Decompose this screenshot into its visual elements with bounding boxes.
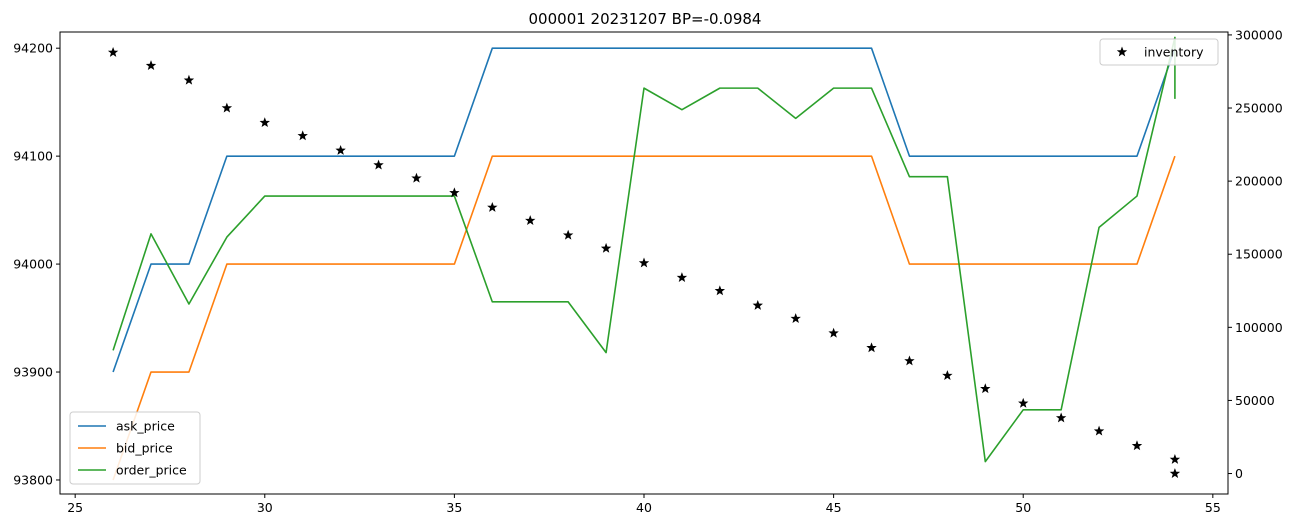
marker-inventory [904,355,915,366]
y-right-tick-label: 200000 [1235,174,1283,189]
series-line-ask_price [112,47,1176,373]
marker-inventory [752,299,763,310]
marker-inventory [183,74,195,85]
marker-inventory [1169,468,1181,478]
marker-inventory [562,229,574,240]
marker-inventory [1018,397,1029,408]
legend-box [69,411,201,485]
y-left-tick-label: 93800 [13,472,53,487]
plot-markers [107,47,1181,478]
y-right-tick-label: 0 [1235,466,1243,481]
x-tick-label: 55 [1205,500,1221,515]
marker-inventory [1131,440,1143,451]
x-tick-label: 40 [636,500,652,515]
series-line-bid_price [112,155,1176,481]
marker-inventory [866,342,877,353]
marker-inventory [1093,425,1105,436]
series-line-order_price [112,36,1176,463]
marker-inventory [942,370,953,380]
y-right-tick-label: 300000 [1235,27,1283,42]
marker-inventory [1055,412,1067,423]
x-tick-label: 30 [257,500,273,515]
y-right-tick-label: 150000 [1235,247,1283,262]
marker-inventory [638,257,650,268]
marker-inventory [487,201,498,212]
marker-inventory [525,215,536,226]
x-tick-label: 25 [67,500,83,515]
chart-title: 000001 20231207 BP=-0.0984 [529,10,762,28]
marker-inventory [221,102,233,113]
y-left-tick-label: 94000 [13,257,53,272]
axes: 25 30 35 40 45 50 55 93800 93900 94000 94100 94200 0… [13,27,1283,515]
legend-label-order_price: order_price [116,463,187,478]
marker-inventory [411,172,422,183]
plot-lines [112,36,1176,481]
marker-inventory [714,285,726,296]
marker-inventory [1169,454,1181,464]
marker-inventory [980,383,991,394]
marker-inventory [373,159,384,170]
marker-inventory [259,117,270,128]
y-right-tick-label: 100000 [1235,320,1283,335]
marker-inventory [828,327,839,338]
y-right-tick-label: 250000 [1235,101,1283,116]
marker-inventory [449,187,460,198]
marker-inventory [600,242,612,253]
legend-left: ask_price bid_price order_price [69,411,201,485]
legend-swatch-inventory [1116,46,1128,57]
x-tick-label: 35 [446,500,462,515]
legend-label-bid_price: bid_price [116,441,173,456]
marker-inventory [335,144,346,155]
y-left-tick-label: 94200 [13,41,53,56]
y-left-tick-label: 93900 [13,365,53,380]
x-tick-label: 50 [1015,500,1031,515]
x-tick-label: 45 [826,500,842,515]
marker-inventory [145,60,157,71]
y-left-tick-label: 94100 [13,149,53,164]
legend-box-right [1099,38,1219,66]
marker-inventory [297,130,308,141]
marker-inventory [676,272,688,283]
legend-label-ask_price: ask_price [116,419,175,434]
marker-inventory [790,313,801,323]
legend-label-inventory: inventory [1144,45,1204,60]
marker-inventory [107,47,119,57]
y-right-tick-label: 50000 [1235,393,1275,408]
legend-right: inventory [1099,38,1219,66]
